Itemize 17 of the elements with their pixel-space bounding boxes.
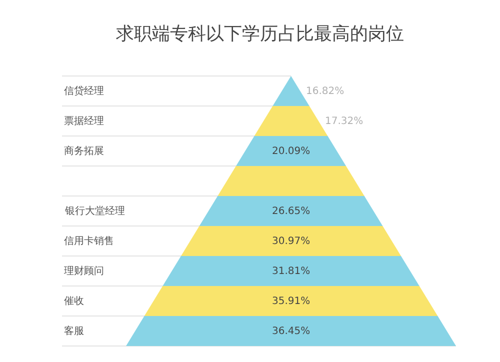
- category-label: 信用卡销售: [64, 235, 114, 247]
- category-label: 理财顾问: [64, 265, 104, 277]
- data-label: 31.81%: [272, 266, 310, 277]
- category-label: 商务拓展: [64, 145, 104, 157]
- category-label: 客服: [64, 325, 84, 337]
- category-label: 票据经理: [64, 115, 104, 127]
- data-label: 26.65%: [272, 206, 310, 217]
- data-label: 35.91%: [272, 296, 310, 307]
- data-label: 36.45%: [272, 326, 310, 337]
- data-label: 30.97%: [272, 236, 310, 247]
- category-label: 银行大堂经理: [64, 205, 125, 217]
- data-label: 16.82%: [306, 86, 344, 97]
- data-label: 17.32%: [325, 116, 364, 127]
- text: 求职端专科以下学历占比最高的岗位: [116, 23, 404, 44]
- category-label: 信贷经理: [64, 85, 104, 97]
- data-label: 20.09%: [272, 146, 310, 157]
- category-label: 催收: [64, 296, 84, 307]
